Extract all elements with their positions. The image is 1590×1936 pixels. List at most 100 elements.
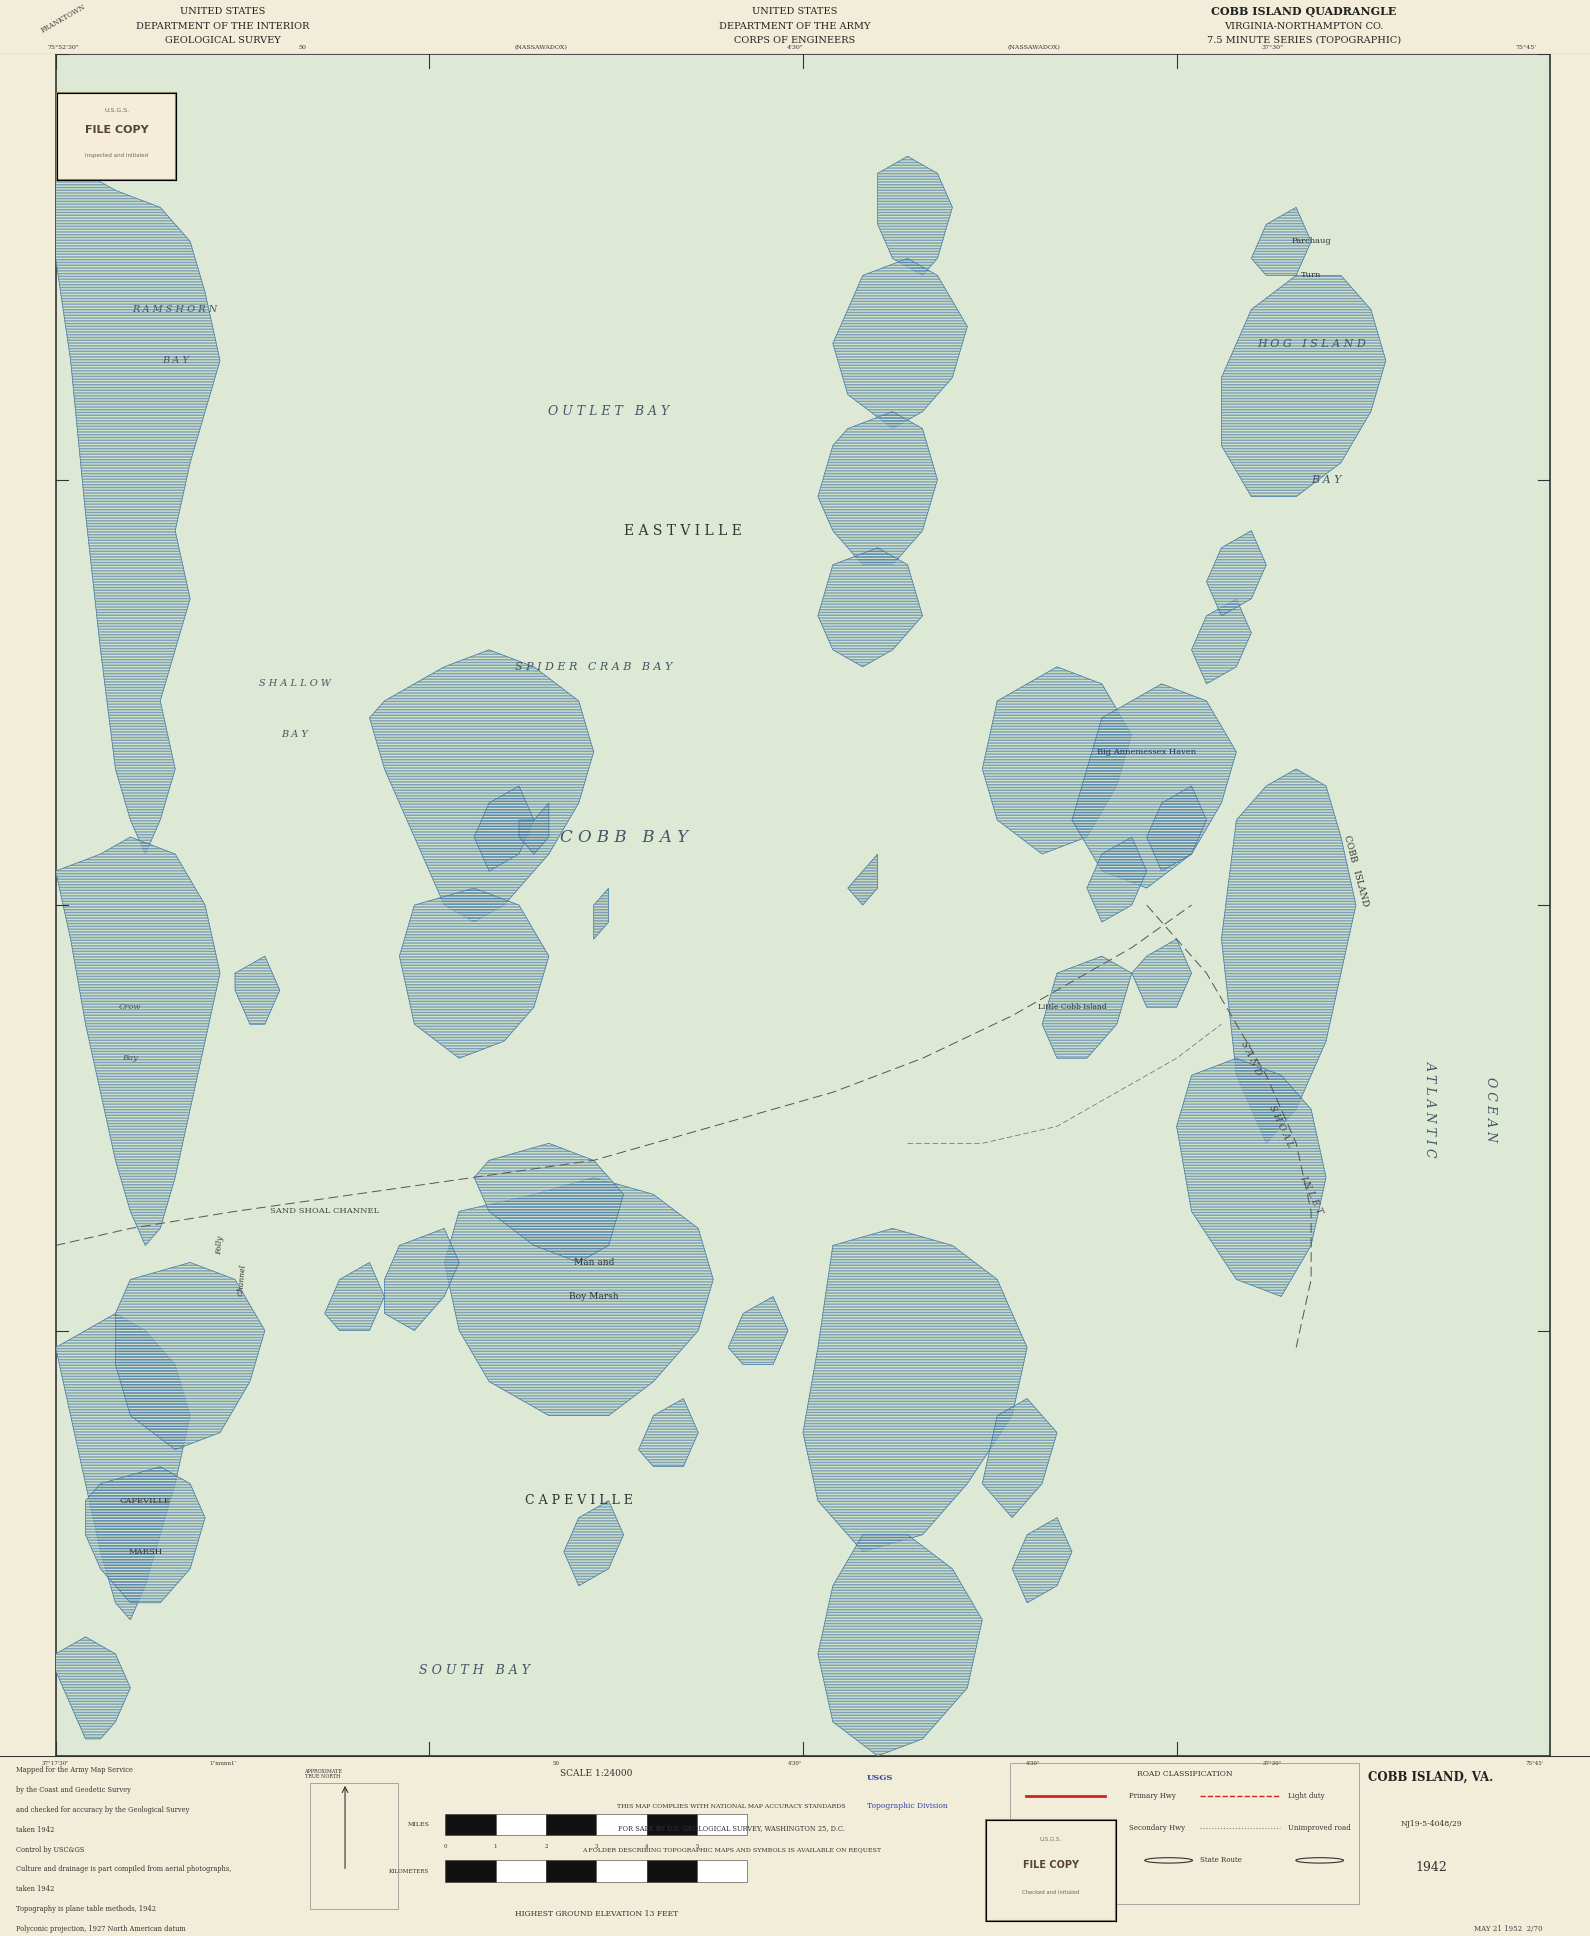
Text: VIRGINIA-NORTHAMPTON CO.: VIRGINIA-NORTHAMPTON CO. — [1224, 21, 1383, 31]
Text: Topography is plane table methods, 1942: Topography is plane table methods, 1942 — [16, 1905, 156, 1913]
Text: CORPS OF ENGINEERS: CORPS OF ENGINEERS — [735, 35, 855, 45]
Polygon shape — [1221, 275, 1386, 498]
Text: 3: 3 — [595, 1845, 598, 1849]
Polygon shape — [728, 1297, 789, 1365]
Text: 37°30": 37°30" — [1261, 45, 1283, 50]
Polygon shape — [56, 174, 219, 854]
Text: 37°30": 37°30" — [1262, 1762, 1282, 1766]
Polygon shape — [518, 803, 549, 854]
Text: MAY 21 1952  2/70: MAY 21 1952 2/70 — [1474, 1924, 1542, 1932]
Text: NJ19-5-4048/29: NJ19-5-4048/29 — [1401, 1820, 1461, 1828]
Text: Topographic Division: Topographic Division — [867, 1802, 948, 1810]
Polygon shape — [803, 1229, 1027, 1553]
Text: Culture and drainage is part compiled from aerial photographs,: Culture and drainage is part compiled fr… — [16, 1866, 231, 1874]
Polygon shape — [817, 412, 938, 565]
Text: (NASSAWADOX): (NASSAWADOX) — [514, 45, 568, 50]
Text: FILE COPY: FILE COPY — [1022, 1860, 1080, 1870]
Polygon shape — [639, 1398, 698, 1467]
Polygon shape — [1041, 956, 1132, 1059]
Bar — [596, 1814, 647, 1835]
Bar — [310, 1783, 398, 1909]
Text: MARSH: MARSH — [129, 1547, 162, 1557]
Polygon shape — [878, 157, 952, 275]
Text: taken 1942: taken 1942 — [16, 1886, 54, 1893]
Text: 4'30": 4'30" — [1027, 1762, 1040, 1766]
Text: 4: 4 — [646, 1845, 649, 1849]
Text: Primary Hwy: Primary Hwy — [1129, 1791, 1175, 1800]
Text: taken 1942: taken 1942 — [16, 1826, 54, 1833]
Text: R A M S H O R N: R A M S H O R N — [132, 306, 218, 314]
Text: Big Annemessex Haven: Big Annemessex Haven — [1097, 747, 1196, 755]
Polygon shape — [983, 666, 1132, 854]
Text: A FOLDER DESCRIBING TOPOGRAPHIC MAPS AND SYMBOLS IS AVAILABLE ON REQUEST: A FOLDER DESCRIBING TOPOGRAPHIC MAPS AND… — [582, 1847, 881, 1853]
Text: GEOLOGICAL SURVEY: GEOLOGICAL SURVEY — [165, 35, 280, 45]
Polygon shape — [593, 889, 609, 939]
Text: 75°45': 75°45' — [1515, 45, 1538, 50]
Text: B A Y: B A Y — [281, 730, 308, 740]
Polygon shape — [564, 1500, 623, 1586]
Text: (NASSAWADOX): (NASSAWADOX) — [1006, 45, 1061, 50]
Bar — [696, 1814, 747, 1835]
Bar — [596, 1860, 647, 1882]
Text: C O B B   B A Y: C O B B B A Y — [560, 829, 687, 846]
Text: 7.5 MINUTE SERIES (TOPOGRAPHIC): 7.5 MINUTE SERIES (TOPOGRAPHIC) — [1207, 35, 1401, 45]
Bar — [545, 1814, 596, 1835]
Text: Crow: Crow — [119, 1003, 142, 1011]
Text: A T L A N T I C: A T L A N T I C — [1425, 1061, 1437, 1158]
Text: 1: 1 — [494, 1845, 498, 1849]
Polygon shape — [56, 836, 219, 1245]
Text: COBB ISLAND, VA.: COBB ISLAND, VA. — [1369, 1771, 1493, 1785]
Text: 4'30": 4'30" — [789, 1762, 801, 1766]
Bar — [1010, 1764, 1359, 1903]
Text: O U T L E T   B A Y: O U T L E T B A Y — [549, 405, 669, 418]
Text: C A P E V I L L E: C A P E V I L L E — [525, 1495, 633, 1508]
Polygon shape — [1191, 598, 1251, 683]
Text: 50: 50 — [297, 45, 307, 50]
Text: COBB ISLAND QUADRANGLE: COBB ISLAND QUADRANGLE — [1212, 6, 1396, 17]
Text: H O G   I S L A N D: H O G I S L A N D — [1256, 339, 1366, 348]
Text: 1942: 1942 — [1415, 1860, 1447, 1874]
Text: COBB   ISLAND: COBB ISLAND — [1342, 834, 1371, 908]
Text: FILE COPY: FILE COPY — [84, 126, 149, 136]
Text: 37°17'30": 37°17'30" — [41, 1762, 70, 1766]
Text: Secondary Hwy: Secondary Hwy — [1129, 1824, 1185, 1831]
Text: U.S.G.S.: U.S.G.S. — [105, 108, 129, 112]
Bar — [445, 1860, 496, 1882]
Polygon shape — [474, 786, 534, 871]
Text: DEPARTMENT OF THE ARMY: DEPARTMENT OF THE ARMY — [719, 21, 871, 31]
Text: and checked for accuracy by the Geological Survey: and checked for accuracy by the Geologic… — [16, 1806, 189, 1814]
Bar — [496, 1814, 545, 1835]
Bar — [545, 1860, 596, 1882]
Bar — [647, 1814, 696, 1835]
Text: MILES: MILES — [407, 1822, 429, 1828]
Text: Light duty: Light duty — [1288, 1791, 1324, 1800]
Polygon shape — [817, 1535, 983, 1756]
Polygon shape — [369, 650, 593, 922]
Text: S H A L L O W: S H A L L O W — [259, 680, 331, 689]
Text: THIS MAP COMPLIES WITH NATIONAL MAP ACCURACY STANDARDS: THIS MAP COMPLIES WITH NATIONAL MAP ACCU… — [617, 1804, 846, 1808]
Text: USGS: USGS — [867, 1773, 894, 1781]
Text: 50: 50 — [553, 1762, 560, 1766]
Bar — [496, 1860, 545, 1882]
Polygon shape — [1088, 836, 1146, 922]
Polygon shape — [1221, 769, 1356, 1144]
Text: 4'30": 4'30" — [787, 45, 803, 50]
Text: Channel: Channel — [237, 1262, 248, 1295]
Text: Inspected and Initialed: Inspected and Initialed — [86, 153, 148, 159]
Text: DEPARTMENT OF THE INTERIOR: DEPARTMENT OF THE INTERIOR — [135, 21, 310, 31]
Polygon shape — [474, 1144, 623, 1262]
Text: O C E A N: O C E A N — [1483, 1076, 1496, 1142]
Polygon shape — [385, 1229, 460, 1330]
Text: Mapped for the Army Map Service: Mapped for the Army Map Service — [16, 1766, 134, 1775]
Text: E A S T V I L L E: E A S T V I L L E — [625, 525, 743, 538]
Text: 75°45': 75°45' — [1525, 1762, 1544, 1766]
Text: Unimproved road: Unimproved road — [1288, 1824, 1350, 1831]
Text: Boy Marsh: Boy Marsh — [569, 1291, 619, 1301]
Text: S O U T H   B A Y: S O U T H B A Y — [418, 1665, 529, 1677]
Text: Parchaug: Parchaug — [1291, 238, 1331, 246]
Text: 75°52'30": 75°52'30" — [48, 45, 80, 50]
Text: B A Y: B A Y — [1310, 474, 1342, 484]
Text: UNITED STATES: UNITED STATES — [752, 8, 838, 15]
Polygon shape — [833, 257, 967, 428]
Text: Checked and Initialed: Checked and Initialed — [1022, 1890, 1080, 1895]
